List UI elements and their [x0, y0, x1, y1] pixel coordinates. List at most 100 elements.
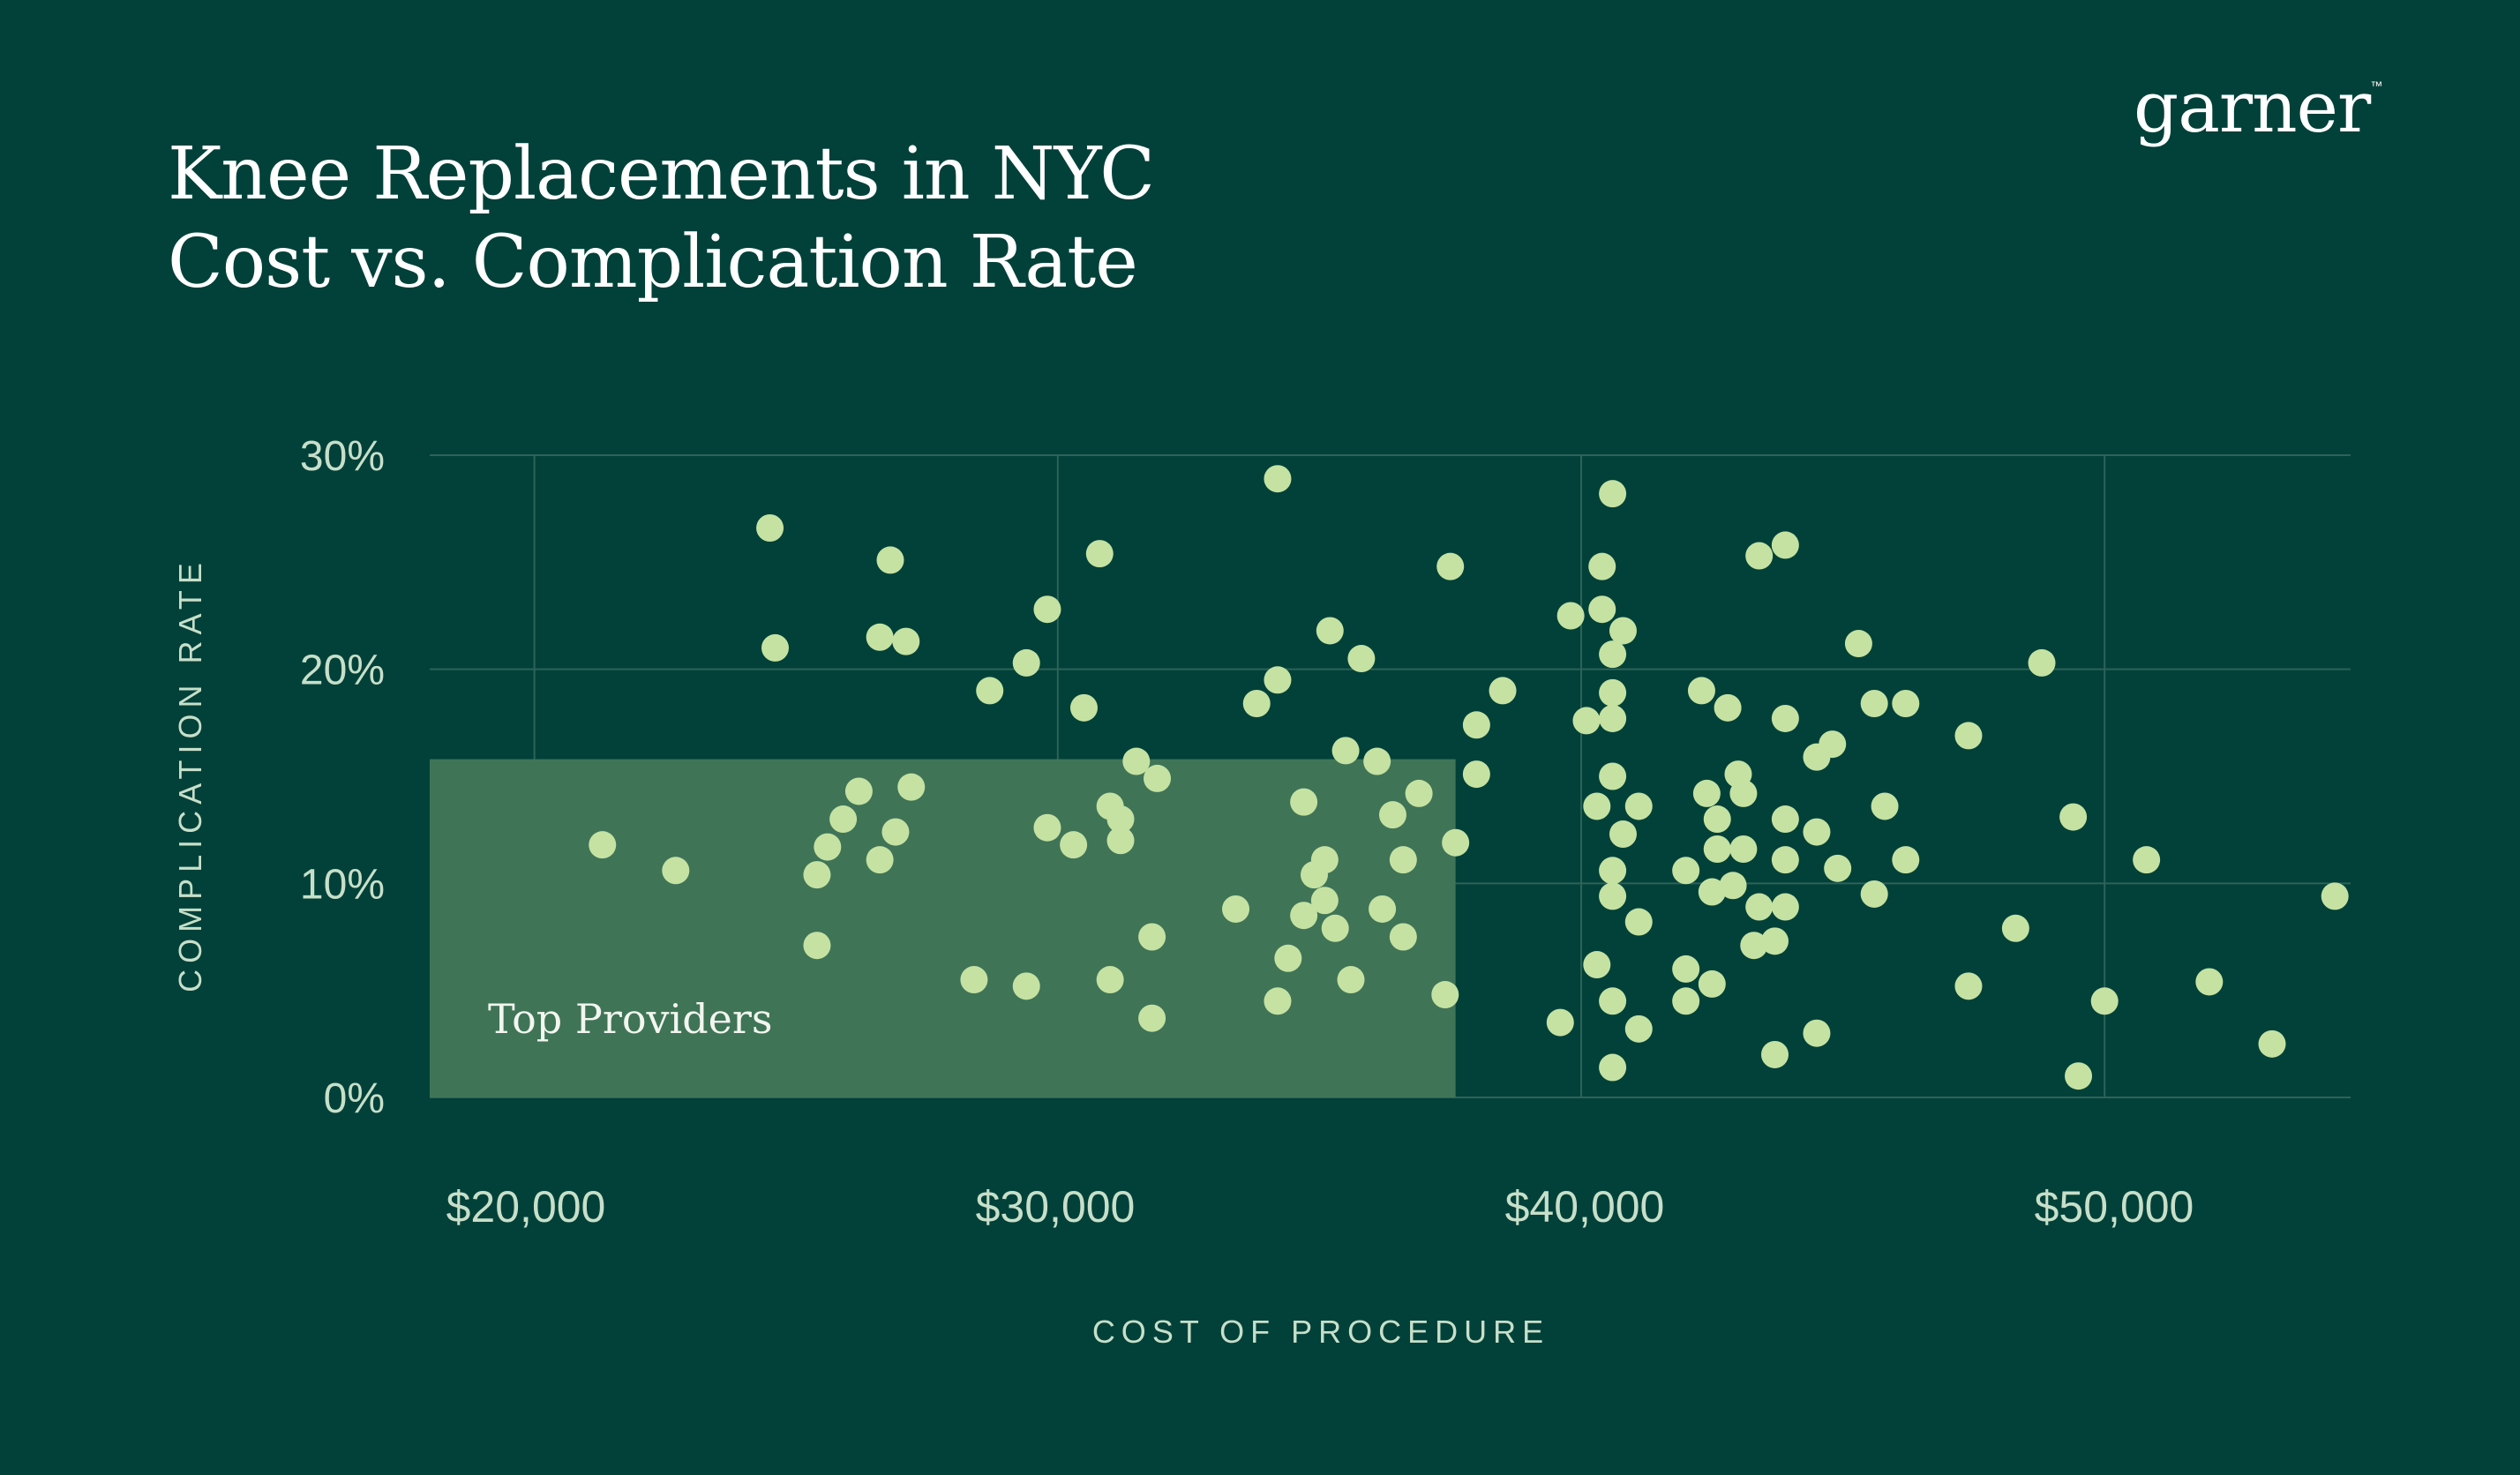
top-providers-region — [430, 759, 1456, 1097]
data-point-55 — [1436, 552, 1465, 580]
data-point-31 — [1144, 764, 1172, 792]
data-point-118 — [2001, 914, 2029, 942]
data-point-70 — [1599, 704, 1627, 732]
data-point-41 — [1310, 846, 1339, 874]
data-point-36 — [1264, 465, 1292, 493]
data-points — [589, 465, 2349, 1090]
data-point-88 — [1703, 805, 1731, 834]
data-point-29 — [1138, 923, 1166, 951]
data-point-49 — [1369, 895, 1397, 923]
data-point-126 — [2321, 882, 2349, 910]
data-point-93 — [1729, 779, 1758, 807]
data-point-95 — [1740, 932, 1768, 960]
y-tick-label-3: 30% — [300, 433, 385, 480]
data-point-39 — [1290, 902, 1318, 930]
data-point-57 — [1462, 711, 1490, 739]
data-point-37 — [1274, 944, 1302, 972]
data-point-97 — [1745, 893, 1774, 921]
data-point-78 — [1624, 792, 1653, 820]
data-point-56 — [1442, 828, 1470, 857]
data-point-19 — [1033, 595, 1061, 624]
data-point-5 — [803, 861, 831, 889]
data-point-15 — [960, 966, 988, 994]
data-point-111 — [1860, 880, 1888, 908]
data-point-124 — [2195, 968, 2224, 996]
data-point-109 — [1824, 854, 1852, 882]
data-point-119 — [2028, 648, 2056, 677]
data-point-83 — [1672, 987, 1700, 1015]
data-point-94 — [1729, 835, 1758, 864]
data-point-114 — [1892, 689, 1920, 717]
data-point-125 — [2258, 1030, 2286, 1058]
data-point-85 — [1692, 779, 1721, 807]
data-point-34 — [1264, 666, 1292, 694]
data-point-79 — [1624, 908, 1653, 936]
data-point-112 — [1860, 689, 1888, 717]
data-point-35 — [1264, 987, 1292, 1015]
x-tick-label-3: $50,000 — [2035, 1182, 2194, 1232]
y-axis-title: COMPLICATION RATE — [172, 557, 208, 992]
data-point-42 — [1316, 617, 1344, 645]
data-point-90 — [1714, 693, 1742, 722]
data-point-106 — [1803, 818, 1831, 846]
data-point-117 — [1954, 972, 1983, 1000]
data-point-75 — [1599, 1053, 1627, 1082]
data-point-116 — [1954, 722, 1983, 750]
data-point-53 — [1405, 779, 1433, 807]
data-point-27 — [1106, 827, 1135, 855]
x-axis-ticks: $20,000 $30,000 $40,000 $50,000 — [446, 1182, 2194, 1232]
data-point-96 — [1745, 542, 1774, 570]
chart-title-line-1: Knee Replacements in NYC — [168, 132, 1155, 216]
data-point-101 — [1771, 704, 1799, 732]
data-point-76 — [1609, 617, 1637, 645]
data-point-121 — [2065, 1062, 2093, 1090]
data-point-23 — [1085, 540, 1114, 568]
data-point-108 — [1819, 730, 1847, 759]
data-point-58 — [1462, 760, 1490, 789]
data-point-63 — [1583, 792, 1611, 820]
data-point-84 — [1687, 677, 1715, 705]
y-tick-label-2: 20% — [300, 648, 385, 694]
data-point-104 — [1771, 893, 1799, 921]
x-tick-label-0: $20,000 — [446, 1182, 606, 1232]
data-point-98 — [1760, 1040, 1789, 1068]
data-point-102 — [1771, 805, 1799, 834]
data-point-21 — [1060, 831, 1088, 859]
top-providers-label: Top Providers — [488, 995, 772, 1043]
data-point-60 — [1546, 1008, 1574, 1037]
data-point-110 — [1844, 630, 1872, 658]
data-point-26 — [1106, 805, 1135, 834]
x-tick-label-1: $30,000 — [976, 1182, 1136, 1232]
data-point-91 — [1719, 872, 1747, 900]
data-point-80 — [1624, 1015, 1653, 1043]
data-point-87 — [1698, 970, 1726, 998]
data-point-32 — [1222, 895, 1250, 923]
data-point-28 — [1122, 747, 1151, 775]
data-point-44 — [1321, 914, 1349, 942]
data-point-100 — [1771, 531, 1799, 559]
trademark-symbol: ™ — [2370, 79, 2383, 93]
data-point-69 — [1599, 678, 1627, 707]
data-point-105 — [1803, 1019, 1831, 1047]
data-point-6 — [814, 833, 842, 861]
data-point-9 — [866, 623, 894, 651]
y-tick-label-1: 10% — [300, 861, 385, 908]
data-point-45 — [1331, 737, 1360, 765]
data-point-73 — [1599, 882, 1627, 910]
data-point-71 — [1599, 762, 1627, 790]
data-point-81 — [1672, 857, 1700, 885]
data-point-11 — [876, 546, 904, 574]
data-point-72 — [1599, 857, 1627, 885]
data-point-122 — [2090, 987, 2119, 1015]
data-point-115 — [1892, 846, 1920, 874]
data-point-17 — [1012, 972, 1040, 1000]
data-point-51 — [1389, 846, 1417, 874]
data-point-89 — [1703, 835, 1731, 864]
data-point-13 — [892, 627, 920, 655]
data-point-48 — [1363, 747, 1391, 775]
data-point-50 — [1378, 801, 1406, 829]
data-point-62 — [1572, 707, 1601, 735]
x-axis-title: COST OF PROCEDURE — [1092, 1314, 1549, 1350]
y-axis-ticks: 0% 10% 20% 30% — [300, 433, 385, 1122]
